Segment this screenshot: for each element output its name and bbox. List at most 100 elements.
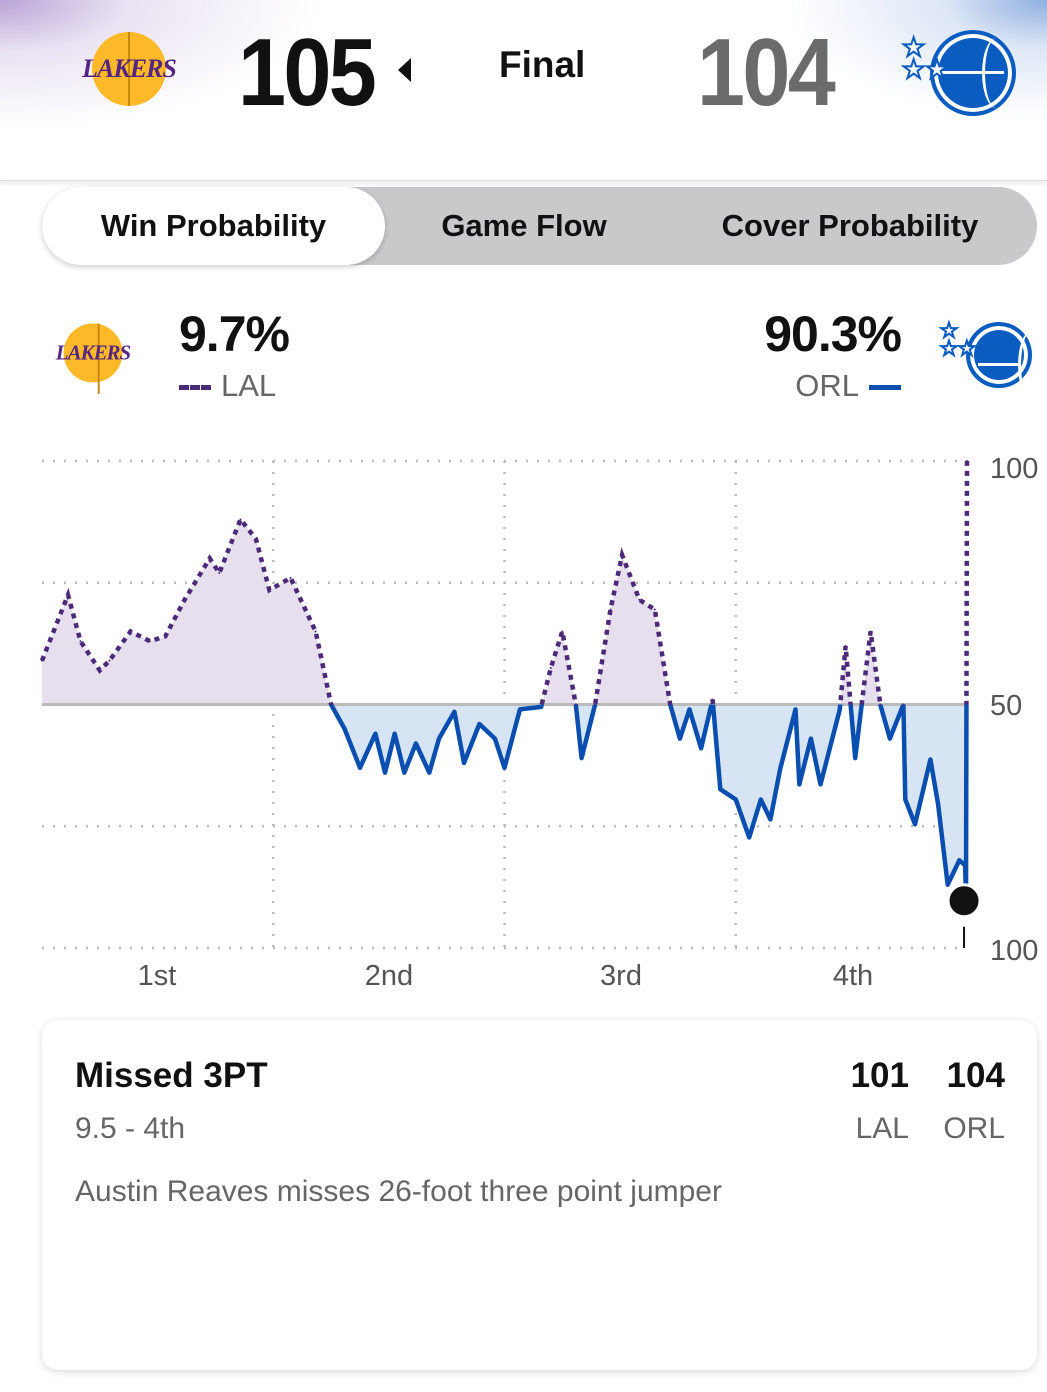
data-point <box>748 836 751 839</box>
data-point <box>913 823 916 826</box>
data-point <box>437 737 440 740</box>
data-point <box>946 883 949 886</box>
x-tick-q4: 4th <box>833 960 873 992</box>
data-point <box>164 635 167 638</box>
data-point <box>493 737 496 740</box>
data-point <box>621 553 624 556</box>
selected-point-marker[interactable] <box>946 883 982 919</box>
data-point <box>688 708 691 711</box>
chart-tabs: Win Probability Game Flow Cover Probabil… <box>42 187 1037 265</box>
play-description: Austin Reaves misses 26-foot three point… <box>75 1175 722 1208</box>
data-point <box>609 608 612 611</box>
data-point <box>574 703 577 706</box>
data-point <box>108 659 111 662</box>
data-point <box>98 669 101 672</box>
data-point <box>964 864 967 867</box>
x-tick-q2: 2nd <box>365 960 413 992</box>
lakers-logo[interactable]: LAKERS <box>82 32 177 106</box>
data-point <box>79 640 82 643</box>
data-point <box>580 757 583 760</box>
data-point <box>779 768 782 771</box>
data-point <box>854 757 857 760</box>
win-probability-chart[interactable]: 100 50 100 1st 2nd 3rd 4th <box>0 440 1047 1000</box>
data-point <box>208 557 211 560</box>
play-title: Missed 3PT <box>75 1056 268 1095</box>
data-point <box>183 598 186 601</box>
data-point <box>518 708 521 711</box>
data-point <box>289 576 292 579</box>
magic-logo[interactable] <box>930 30 1016 116</box>
play-home-abbr: ORL <box>943 1112 1005 1145</box>
dashed-line-icon <box>179 385 211 391</box>
y-tick-mid: 50 <box>990 690 1022 722</box>
y-tick-bottom: 100 <box>990 935 1038 967</box>
data-point <box>428 771 431 774</box>
magic-stars-icon: ★ ★★ <box>939 320 977 360</box>
orl-legend: ORL <box>795 368 901 404</box>
data-point <box>794 708 797 711</box>
data-point <box>239 518 242 521</box>
data-point <box>904 798 907 801</box>
data-point <box>888 737 891 740</box>
data-point <box>819 783 822 786</box>
magic-stars-icon: ★ ★★ <box>901 32 950 84</box>
data-point <box>403 771 406 774</box>
data-point <box>638 598 641 601</box>
data-point <box>734 798 737 801</box>
data-point <box>343 727 346 730</box>
data-point <box>678 737 681 740</box>
tab-game-flow[interactable]: Game Flow <box>441 208 607 243</box>
play-home-score: 104 <box>946 1056 1005 1095</box>
lal-legend-label: LAL <box>221 368 277 403</box>
data-point <box>268 589 271 592</box>
home-score: 104 <box>697 19 836 126</box>
data-point <box>966 460 968 462</box>
away-score: 105 <box>238 19 377 126</box>
play-detail-card: Missed 3PT 9.5 - 4th Austin Reaves misse… <box>42 1020 1037 1370</box>
data-point <box>719 788 722 791</box>
y-tick-top: 100 <box>990 453 1038 485</box>
solid-line-icon <box>869 385 901 391</box>
data-point <box>540 705 543 708</box>
data-point <box>929 758 932 761</box>
data-point <box>669 703 672 706</box>
tab-cover-probability[interactable]: Cover Probability <box>721 208 979 243</box>
orl-win-pct: 90.3% <box>764 306 902 362</box>
data-point <box>453 710 456 713</box>
data-point <box>798 783 801 786</box>
data-point <box>414 742 417 745</box>
scoreboard-header: LAKERS 105 Final 104 ★ ★★ <box>0 0 1047 181</box>
x-tick-q3: 3rd <box>600 960 642 992</box>
data-point <box>503 766 506 769</box>
orl-legend-label: ORL <box>795 368 859 403</box>
magic-logo-small <box>966 322 1032 400</box>
data-point <box>711 698 714 701</box>
data-point <box>384 771 387 774</box>
play-time: 9.5 - 4th <box>75 1112 186 1145</box>
data-point <box>549 666 552 669</box>
data-point <box>129 630 132 633</box>
data-point <box>330 703 333 706</box>
data-point <box>769 818 772 821</box>
data-point <box>700 747 703 750</box>
data-point <box>838 708 841 711</box>
data-point <box>41 659 43 662</box>
data-point <box>902 703 905 706</box>
data-point <box>937 803 940 806</box>
lal-area-fill <box>42 461 967 705</box>
data-point <box>844 645 847 648</box>
tab-win-probability[interactable]: Win Probability <box>42 187 385 265</box>
game-status: Final <box>499 44 586 85</box>
data-point <box>809 737 812 740</box>
data-point <box>958 859 961 862</box>
lal-win-pct: 9.7% <box>179 306 290 362</box>
play-away-abbr: LAL <box>855 1112 909 1145</box>
play-away-score: 101 <box>850 1056 909 1095</box>
winner-arrow-icon <box>398 58 411 82</box>
data-point <box>393 732 396 735</box>
data-point <box>254 537 257 540</box>
data-point <box>67 593 70 596</box>
x-tick-q1: 1st <box>138 960 177 992</box>
data-point <box>869 630 872 633</box>
data-point <box>374 732 377 735</box>
